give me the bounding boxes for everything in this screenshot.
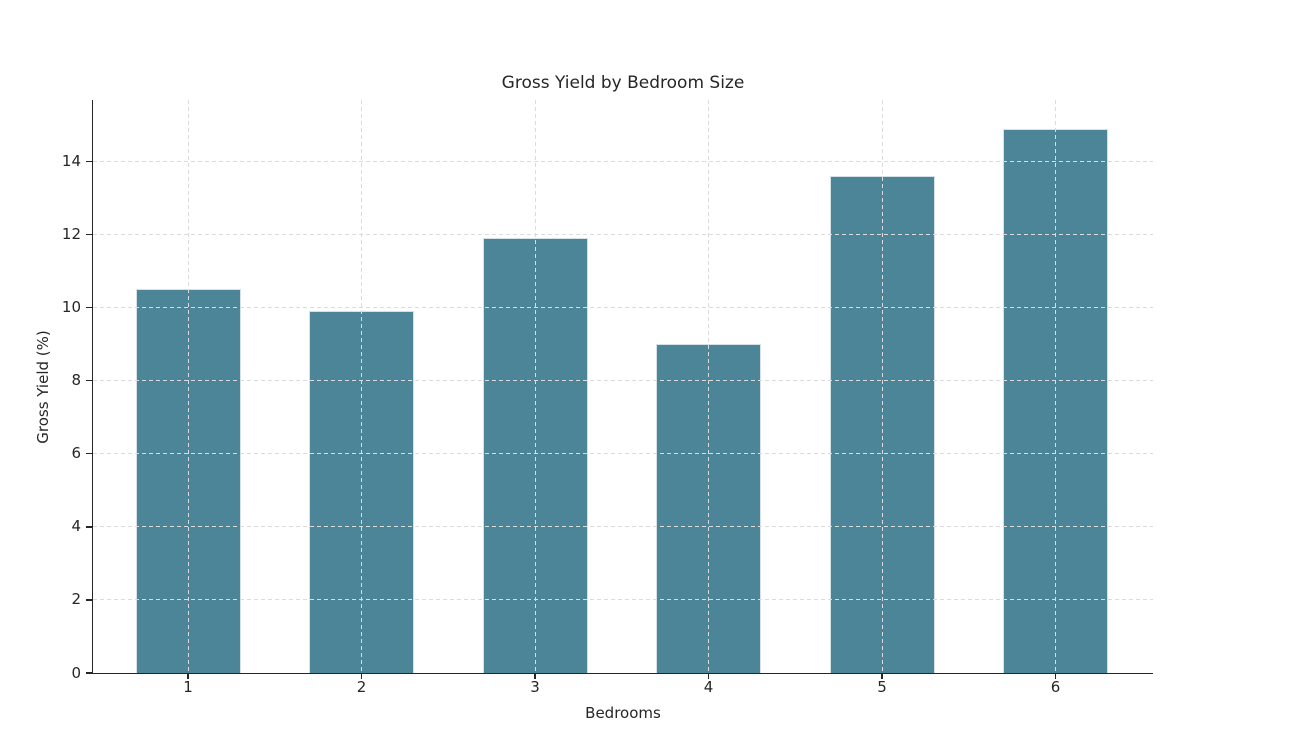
y-tick-mark — [86, 306, 92, 309]
vertical-gridline — [361, 100, 362, 673]
x-tick-mark — [360, 673, 363, 679]
y-tick-mark — [86, 453, 92, 455]
y-tick-mark — [86, 379, 92, 382]
y-tick-label: 2 — [71, 590, 81, 609]
x-tick-mark — [707, 673, 710, 679]
horizontal-gridline — [93, 453, 1153, 455]
vertical-gridline — [708, 100, 709, 673]
x-tick-label: 4 — [703, 678, 714, 696]
x-tick-mark — [881, 673, 883, 679]
horizontal-gridline — [93, 233, 1153, 235]
y-tick-label: 12 — [61, 224, 81, 243]
horizontal-gridline — [93, 599, 1153, 601]
x-tick-label: 6 — [1050, 678, 1061, 696]
x-tick-label: 5 — [877, 678, 887, 696]
x-tick-mark — [187, 673, 189, 679]
vertical-gridline — [187, 100, 189, 673]
x-tick-label: 2 — [356, 678, 367, 696]
y-tick-mark — [86, 672, 92, 674]
y-tick-mark — [86, 160, 92, 163]
y-tick-label: 8 — [71, 371, 81, 390]
x-tick-mark — [1054, 673, 1057, 679]
vertical-gridline — [1055, 100, 1056, 673]
vertical-gridline — [881, 100, 883, 673]
x-tick-label: 1 — [183, 678, 193, 696]
y-tick-label: 6 — [71, 444, 81, 463]
y-tick-mark — [86, 599, 92, 601]
x-tick-mark — [534, 673, 536, 679]
x-tick-label: 3 — [530, 678, 540, 696]
horizontal-gridline — [93, 160, 1153, 162]
x-axis-label: Bedrooms — [585, 704, 661, 722]
horizontal-gridline — [93, 307, 1153, 309]
y-tick-label: 4 — [71, 517, 81, 536]
y-tick-label: 14 — [61, 151, 81, 170]
vertical-gridline — [534, 100, 536, 673]
chart-title: Gross Yield by Bedroom Size — [501, 73, 745, 93]
y-tick-mark — [86, 526, 92, 528]
horizontal-gridline — [93, 380, 1153, 382]
plot-area: Bedrooms 0 2 4 6 8 10 12 14 1 2 3 4 5 6 — [62, 100, 1153, 722]
y-tick-label: 10 — [61, 298, 81, 317]
horizontal-gridline — [93, 526, 1153, 528]
y-tick-mark — [86, 233, 92, 236]
y-tick-label: 0 — [71, 663, 81, 682]
